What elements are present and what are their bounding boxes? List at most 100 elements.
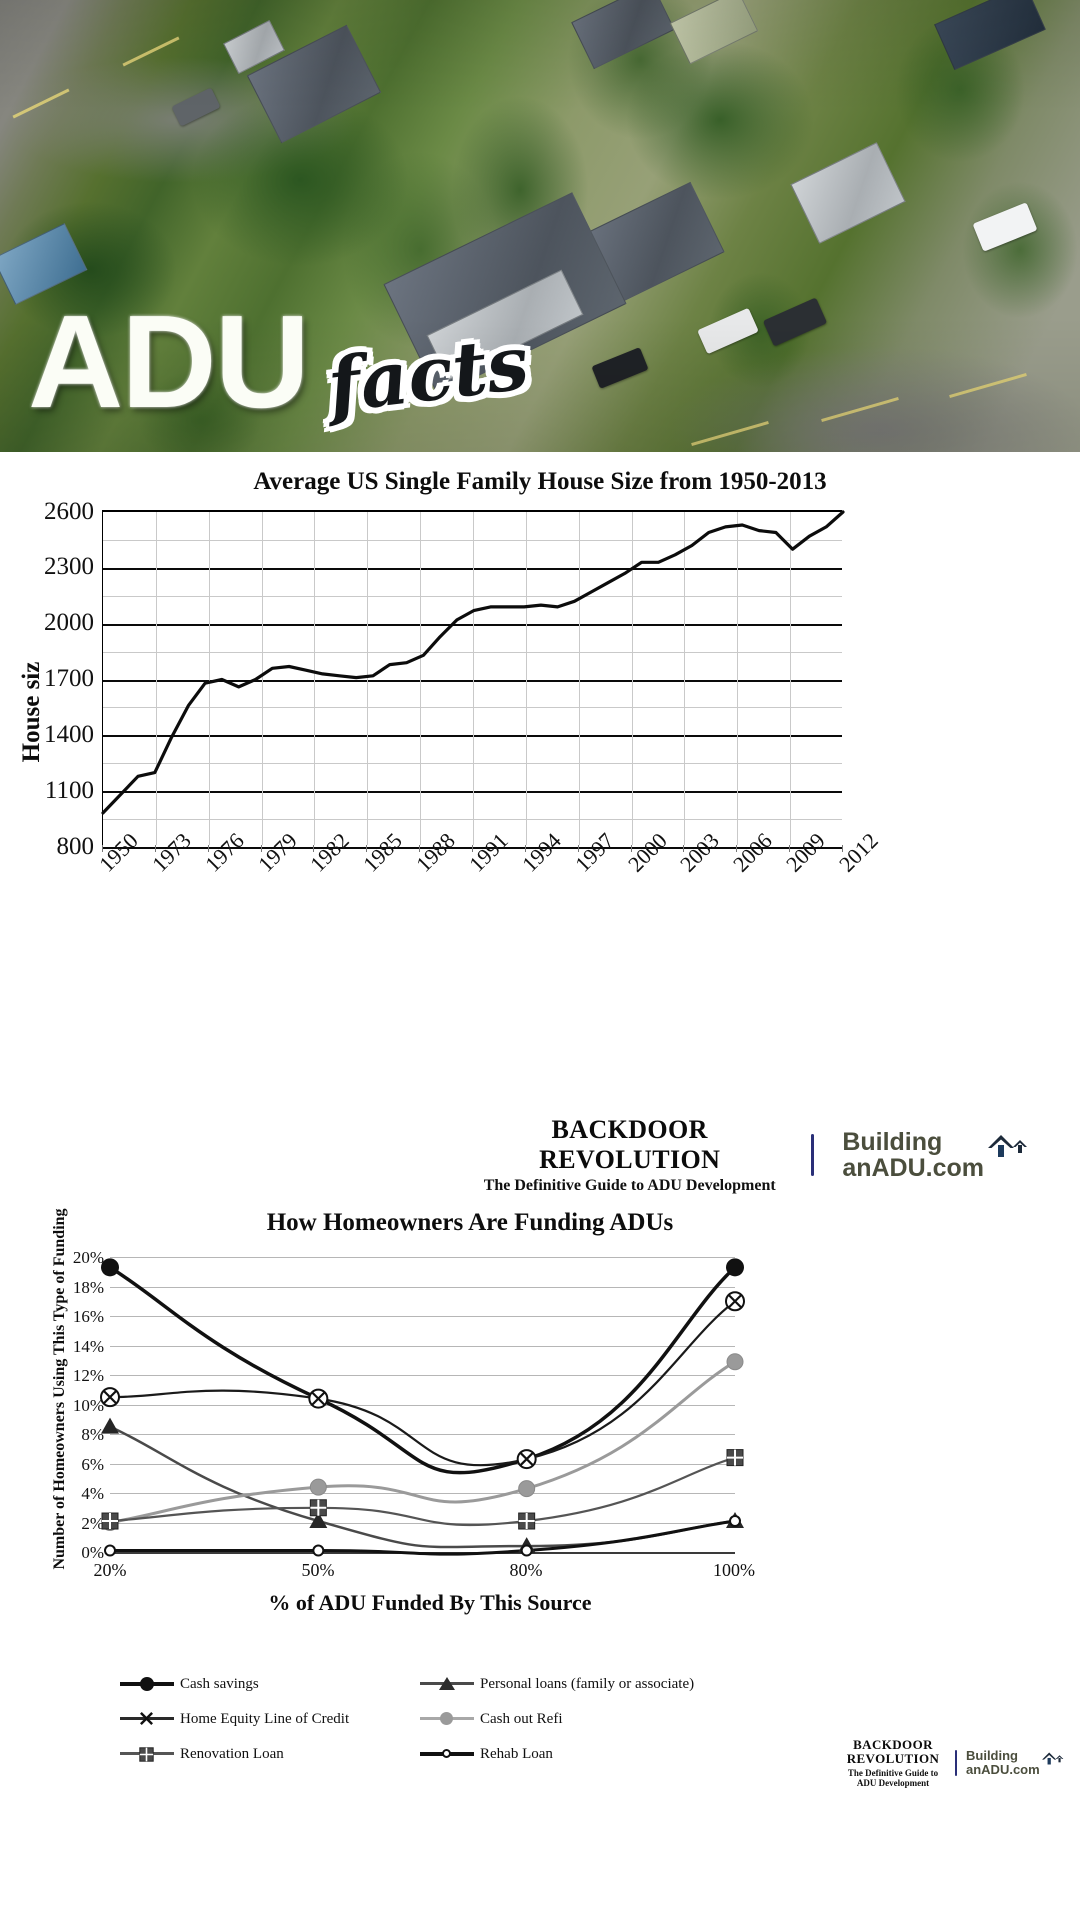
chart2-xtick: 100% <box>713 1560 755 1580</box>
chart1-tickmark <box>524 845 526 852</box>
x-marker-icon <box>516 1449 537 1470</box>
buildinganadu-logo[interactable]: Building anADU.com <box>966 1749 1040 1777</box>
chart1-tickmark <box>842 845 843 852</box>
dot-small-marker-icon <box>312 1544 325 1557</box>
triangle-marker-icon <box>439 1677 455 1690</box>
chart2-ytick: 16% <box>72 1307 104 1326</box>
chart1-tickmark <box>154 845 156 852</box>
square-grid-marker-icon <box>309 1499 327 1517</box>
chart2-series-group <box>100 1258 745 1557</box>
gridline-major <box>103 567 842 570</box>
chart1-ytick: 2000 <box>44 609 94 636</box>
chart1-ytick: 1700 <box>44 665 94 692</box>
brand-divider <box>811 1134 815 1176</box>
gridline <box>110 1286 735 1288</box>
house-roof-icon <box>988 1134 1027 1157</box>
chart1-ytick: 1400 <box>44 721 94 748</box>
backdoor-revolution-title: BACKDOOR REVOLUTION <box>539 1115 721 1174</box>
legend-label: Cash savings <box>180 1675 259 1692</box>
triangle-marker-icon <box>309 1512 328 1529</box>
series-line-cash-savings <box>108 1265 737 1475</box>
gridline-v <box>473 512 474 845</box>
legend-item-rehab-loan[interactable]: Rehab Loan <box>420 1745 553 1763</box>
legend-item-cash-savings[interactable]: Cash savings <box>120 1675 259 1693</box>
brand-bar-bottom: BACKDOOR REVOLUTION The Definitive Guide… <box>840 1735 1080 1791</box>
gridline-v <box>420 512 422 845</box>
legend-item-personal-loans[interactable]: Personal loans (family or associate) <box>420 1675 694 1693</box>
chart1-ytick: 1100 <box>44 777 94 804</box>
chart1-tickmark <box>683 845 685 852</box>
chart1-tickmark <box>366 845 368 852</box>
gridline-v <box>684 512 686 845</box>
series-line-rehab-loan <box>108 1519 737 1556</box>
circle-gray-marker-icon <box>309 1478 327 1496</box>
legend-item-renovation-loan[interactable]: Renovation Loan <box>120 1745 284 1763</box>
x-marker-icon <box>725 1291 745 1312</box>
house-roof-icon <box>1041 1752 1064 1765</box>
chart2-ytick: 20% <box>72 1248 104 1267</box>
gridline-major <box>103 623 842 626</box>
backdoor-revolution-subtitle: The Definitive Guide to ADU Development <box>483 1177 776 1194</box>
buildinganadu-line1: Building <box>966 1748 1018 1764</box>
buildinganadu-line2: anADU.com <box>842 1154 984 1182</box>
circle-gray-marker-icon <box>518 1480 536 1498</box>
gridline <box>110 1257 735 1258</box>
gridline-v <box>790 512 792 845</box>
logo-adu-text: ADU <box>28 288 310 435</box>
chart1-tickmark <box>736 845 738 852</box>
chart1-data-line <box>101 510 845 815</box>
chart-funding-adus: How Homeowners Are Funding ADUs Number o… <box>0 1195 1080 1920</box>
chart1-tickmark <box>472 845 473 852</box>
buildinganadu-logo[interactable]: Building anADU.com <box>842 1127 984 1182</box>
chart1-plot-area <box>101 510 845 849</box>
gridline-v <box>737 512 739 845</box>
chart2-ytick: 12% <box>72 1366 104 1385</box>
legend-swatch <box>120 1710 174 1728</box>
chart1-tickmark <box>313 845 315 852</box>
gridline <box>110 1375 735 1376</box>
gridline-v <box>314 512 316 845</box>
backdoor-revolution-title: BACKDOOR REVOLUTION <box>846 1736 940 1767</box>
gridline-minor <box>103 707 842 709</box>
chart2-x-axis-label: % of ADU Funded By This Source <box>268 1590 592 1615</box>
gridline-minor <box>103 595 842 597</box>
gridline-v <box>155 512 157 845</box>
brand-divider <box>955 1750 957 1776</box>
gridline-v <box>525 512 527 845</box>
chart1-ytick: 2600 <box>44 498 94 525</box>
square-grid-marker-icon <box>518 1512 536 1530</box>
chart2-xtick: 20% <box>93 1560 127 1580</box>
chart1-tickmark <box>577 845 579 852</box>
series-line-renovation-loan <box>108 1456 737 1527</box>
gridline <box>110 1316 735 1317</box>
legend-item-heloc[interactable]: Home Equity Line of Credit <box>120 1710 349 1728</box>
chart1-title: Average US Single Family House Size from… <box>253 468 827 495</box>
gridline-major <box>103 791 842 794</box>
legend-swatch <box>420 1675 474 1693</box>
gridline-v <box>631 512 633 845</box>
chart2-ytick: 8% <box>81 1425 104 1444</box>
small-dot-marker-icon <box>442 1749 451 1758</box>
gridline-minor <box>103 539 842 541</box>
chart2-title: How Homeowners Are Funding ADUs <box>266 1209 674 1236</box>
legend-swatch <box>120 1675 174 1693</box>
chart1-tickmark <box>102 845 103 852</box>
chart2-ytick: 0% <box>81 1543 104 1562</box>
buildinganadu-line1: Building <box>842 1127 943 1156</box>
backdoor-revolution-subtitle: The Definitive Guide to ADU Development <box>847 1767 939 1789</box>
x-marker-icon <box>308 1388 329 1409</box>
circle-gray-marker-icon <box>726 1353 744 1371</box>
circle-marker-icon <box>440 1712 453 1725</box>
legend-swatch <box>420 1745 474 1763</box>
dot-small-marker-icon <box>104 1544 116 1557</box>
chart1-ytick: 800 <box>56 833 95 860</box>
x-marker-icon <box>140 1712 153 1725</box>
chart1-tickmark <box>260 845 262 852</box>
legend-swatch <box>420 1710 474 1728</box>
legend-swatch <box>120 1745 174 1763</box>
gridline-v <box>367 512 369 845</box>
series-line-cash-out-refi <box>108 1360 737 1524</box>
legend-item-cash-out-refi[interactable]: Cash out Refi <box>420 1710 563 1728</box>
gridline-v <box>578 512 580 845</box>
chart-house-size: Average US Single Family House Size from… <box>0 452 1080 1132</box>
